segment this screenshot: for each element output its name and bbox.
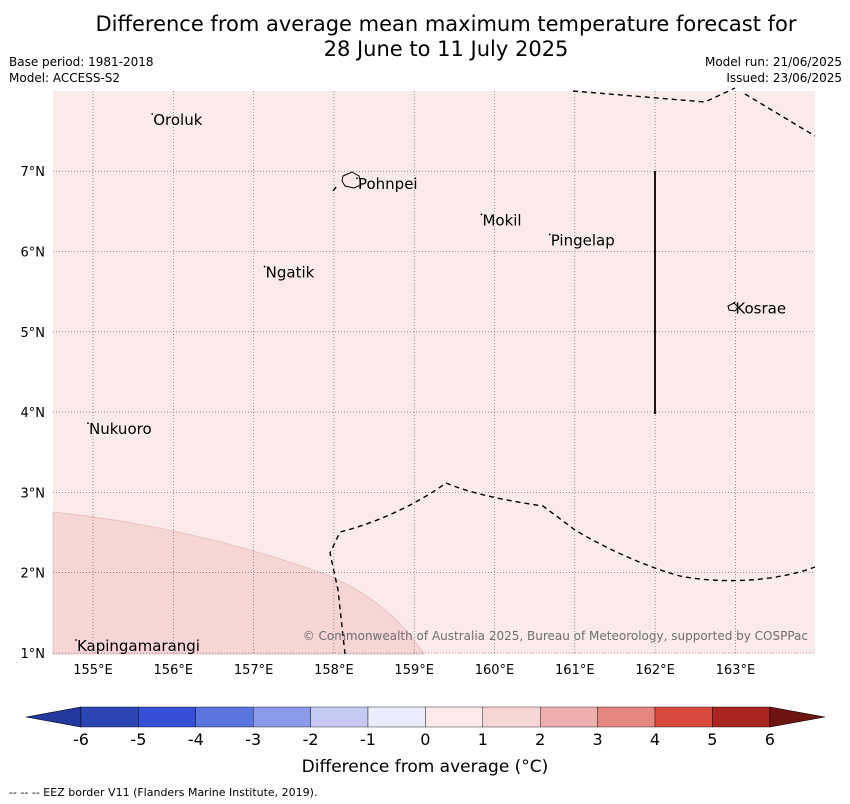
place-label: Nukuoro — [89, 420, 152, 438]
map-title: Difference from average mean maximum tem… — [0, 12, 850, 62]
title-line-1: Difference from average mean maximum tem… — [95, 12, 797, 36]
place-marker — [151, 113, 154, 115]
longitude-label: 161°E — [555, 663, 595, 678]
colorbar-segment — [712, 706, 771, 728]
eez-footnote: -- -- -- EEZ border V11 (Flanders Marine… — [9, 786, 318, 799]
colorbar-tick-label: 1 — [478, 730, 488, 749]
colorbar: -6 -5 -4 -3 -2 -1 0 1 2 3 4 5 6 — [25, 706, 826, 749]
longitude-label: 163°E — [716, 663, 756, 678]
colorbar-tick-label: -2 — [303, 730, 319, 749]
colorbar-segment — [138, 706, 196, 728]
latitude-label: 7°N — [21, 165, 46, 180]
colorbar-label: Difference from average (°C) — [301, 757, 549, 777]
place-marker — [263, 265, 266, 268]
colorbar-segment — [540, 706, 598, 728]
colorbar-tick-label: 5 — [707, 730, 717, 749]
place-label: Oroluk — [153, 111, 202, 129]
place-marker — [356, 177, 358, 180]
latitude-label: 4°N — [21, 406, 46, 421]
place-marker — [548, 233, 551, 236]
colorbar-tick-label: -1 — [360, 730, 376, 749]
colorbar-segment — [482, 706, 541, 728]
place-label: Pingelap — [551, 231, 615, 249]
place-label: Kapingamarangi — [77, 637, 200, 655]
longitude-label: 160°E — [475, 663, 515, 678]
colorbar-segment — [195, 706, 254, 728]
place-marker — [480, 213, 483, 216]
longitude-label: 159°E — [394, 663, 434, 678]
colorbar-tick-label: -3 — [245, 730, 261, 749]
meta-left: Base period: 1981-2018 Model: ACCESS-S2 — [9, 54, 154, 86]
colorbar-tick-label: 0 — [420, 730, 430, 749]
eez-border-north — [572, 87, 816, 137]
eez-border-south — [329, 482, 816, 655]
meta-right: Model run: 21/06/2025 Issued: 23/06/2025 — [705, 54, 842, 86]
latitude-label: 2°N — [21, 567, 46, 582]
colorbar-extend-high — [769, 706, 826, 728]
colorbar-segment — [310, 706, 369, 728]
colorbar-segment — [425, 706, 483, 728]
base-period: Base period: 1981-2018 — [9, 55, 154, 69]
colorbar-segment — [597, 706, 656, 728]
place-label: Pohnpei — [358, 175, 418, 193]
graticule — [53, 91, 815, 654]
colorbar-segment — [252, 706, 311, 728]
colorbar-tick-label: -6 — [73, 730, 89, 749]
latitude-label: 3°N — [21, 486, 46, 501]
longitude-label: 158°E — [314, 663, 354, 678]
model-name: Model: ACCESS-S2 — [9, 71, 121, 85]
place-label: Ngatik — [266, 264, 315, 282]
place-marker — [75, 639, 77, 641]
colorbar-tick-label: 2 — [535, 730, 545, 749]
place-labels: Oroluk Pohnpei Mokil Pingelap Ngatik Kosrae Nu… — [75, 111, 786, 655]
place-marker — [87, 422, 89, 425]
longitude-labels: 155°E 156°E 157°E 158°E 159°E 160°E 161°E 162°E… — [73, 663, 755, 678]
kosrae-island — [727, 302, 739, 312]
longitude-label: 156°E — [154, 663, 194, 678]
pohnpei-island — [341, 171, 362, 189]
model-run: Model run: 21/06/2025 — [704, 55, 842, 69]
issued-date: Issued: 23/06/2025 — [726, 71, 842, 85]
colorbar-tick-label: 6 — [765, 730, 775, 749]
eez-border-pohnpei — [332, 185, 338, 192]
colorbar-segment — [80, 706, 139, 728]
longitude-label: 155°E — [73, 663, 113, 678]
colorbar-tick-label: 3 — [593, 730, 603, 749]
latitude-label: 6°N — [21, 246, 46, 261]
title-line-2: 28 June to 11 July 2025 — [323, 37, 569, 61]
latitude-label: 1°N — [21, 647, 46, 662]
place-label: Mokil — [482, 211, 521, 229]
colorbar-tick-label: 4 — [650, 730, 660, 749]
place-label: Kosrae — [735, 300, 786, 318]
colorbar-tick-label: -5 — [130, 730, 146, 749]
copyright-text: © Commonwealth of Australia 2025, Bureau… — [303, 629, 808, 643]
warm-anomaly-region — [52, 511, 425, 655]
colorbar-extend-low — [25, 706, 82, 728]
colorbar-segment — [654, 706, 713, 728]
latitude-label: 5°N — [21, 326, 46, 341]
longitude-label: 157°E — [234, 663, 274, 678]
place-marker — [733, 301, 736, 304]
longitude-label: 162°E — [635, 663, 675, 678]
colorbar-tick-label: -4 — [188, 730, 204, 749]
latitude-labels: 1°N 2°N 3°N 4°N 5°N 6°N 7°N — [21, 165, 46, 662]
eez-border — [329, 87, 816, 655]
colorbar-segment — [367, 706, 426, 728]
